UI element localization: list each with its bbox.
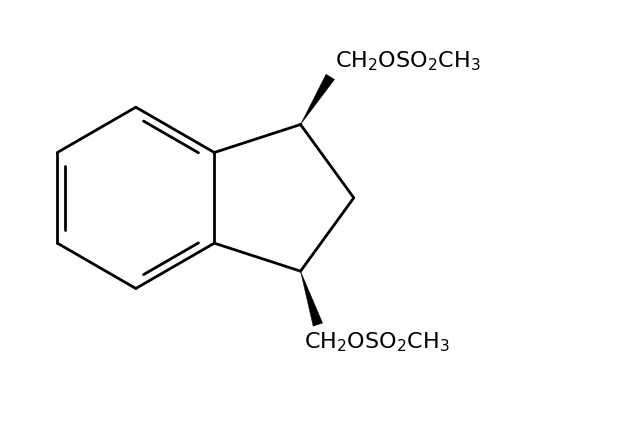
Polygon shape — [301, 74, 335, 124]
Text: CH$_2$OSO$_2$CH$_3$: CH$_2$OSO$_2$CH$_3$ — [304, 330, 450, 354]
Polygon shape — [301, 271, 323, 326]
Text: CH$_2$OSO$_2$CH$_3$: CH$_2$OSO$_2$CH$_3$ — [335, 50, 481, 73]
